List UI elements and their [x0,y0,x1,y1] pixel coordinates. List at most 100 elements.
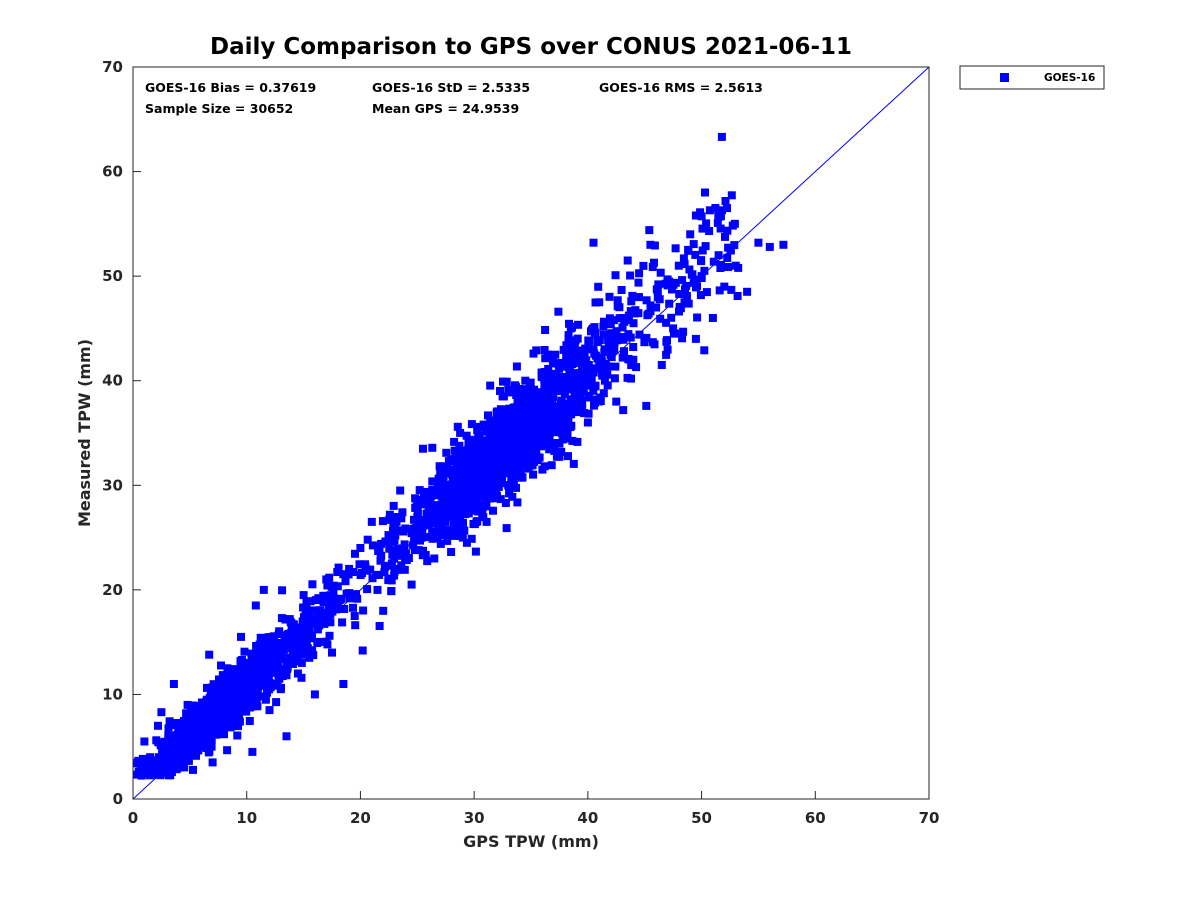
data-point [679,327,688,336]
data-point [140,737,149,746]
x-axis-ticks: 0 10 20 30 40 50 60 70 [128,791,939,827]
data-point [520,385,529,394]
data-point [517,473,526,482]
data-point [543,406,551,415]
data-point [522,459,531,468]
data-point [322,575,331,584]
data-point [297,673,306,682]
data-point [623,373,632,382]
data-point [545,435,554,444]
data-point [218,671,227,680]
data-point [697,256,706,265]
data-point [557,359,566,367]
data-point [733,292,742,300]
data-point [397,561,406,570]
data-point [626,271,635,280]
data-point [720,282,729,291]
data-point [588,325,597,334]
data-point [606,320,615,329]
data-point [327,582,336,591]
data-point [293,669,302,678]
data-point [276,685,285,694]
data-point [611,271,620,280]
data-point [414,546,423,555]
data-point [485,471,494,480]
data-point [610,338,619,347]
data-point [549,413,558,422]
data-point [702,219,711,228]
data-point [567,339,576,348]
data-point [501,499,510,507]
data-point [613,302,622,311]
data-point [541,439,550,448]
data-point [535,453,544,462]
data-point [242,662,251,671]
data-point [486,381,495,390]
data-point [217,661,225,670]
data-point [504,469,513,478]
data-point [345,564,354,573]
data-point [460,526,469,535]
data-point [663,277,672,286]
data-point [305,653,314,662]
data-point [535,395,544,404]
data-point [513,437,522,446]
data-point [595,298,604,307]
data-point [573,369,582,378]
data-point [242,700,251,709]
data-point [689,240,698,249]
data-point [191,715,200,724]
data-point [592,395,600,404]
data-point [424,502,433,511]
data-point [258,637,267,646]
data-point [242,707,251,716]
data-point [454,500,463,509]
data-point [693,282,701,291]
data-point [482,445,491,454]
data-point [480,474,489,483]
data-point [675,303,684,311]
data-point [570,389,579,398]
data-point [674,261,683,270]
data-point [401,524,410,533]
data-point [566,423,575,432]
data-point [678,334,687,343]
data-point [508,422,517,431]
data-point [351,621,360,630]
data-point [503,463,512,472]
data-point [396,551,405,560]
data-point [439,531,448,540]
data-point [507,448,516,457]
data-point [245,680,254,689]
data-point [548,443,557,452]
data-point [504,481,513,489]
data-point [493,461,502,470]
data-point [574,320,583,329]
data-point [287,644,296,653]
x-axis-label: GPS TPW (mm) [463,832,599,851]
x-tick-label: 20 [350,809,371,827]
data-point [329,587,338,596]
data-point [222,675,231,684]
data-point [551,350,560,359]
chart-title: Daily Comparison to GPS over CONUS 2021-… [210,34,852,60]
data-point [278,586,287,595]
data-point [186,705,195,714]
data-point [328,607,337,616]
data-point [462,431,471,440]
data-point [635,269,644,278]
data-point [628,291,637,300]
data-point [421,551,430,559]
data-point [215,722,224,731]
data-point [195,702,204,710]
data-point [240,647,249,656]
data-point [547,461,556,470]
data-point [567,354,576,363]
data-point [459,518,467,527]
data-point [401,549,410,558]
data-point [675,290,684,298]
data-point [548,408,557,417]
data-point [580,351,589,360]
data-point [671,244,680,253]
data-point [324,613,333,622]
